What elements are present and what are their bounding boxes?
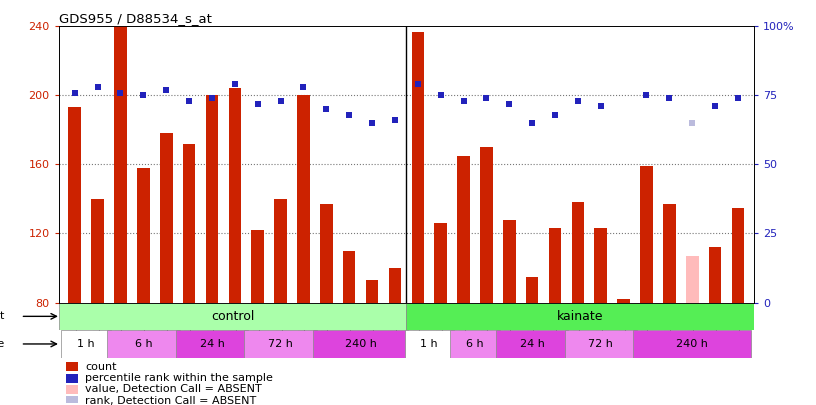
Text: kainate: kainate	[557, 310, 603, 323]
Text: control: control	[211, 310, 255, 323]
Bar	[175, 330, 248, 358]
Bar	[411, 32, 424, 303]
Bar	[245, 330, 317, 358]
Bar	[366, 280, 379, 303]
Text: 24 h: 24 h	[200, 339, 224, 349]
Bar	[633, 330, 752, 358]
Bar	[107, 330, 180, 358]
Bar	[137, 168, 149, 303]
Bar	[663, 204, 676, 303]
Bar	[114, 26, 126, 303]
Text: 72 h: 72 h	[268, 339, 293, 349]
Bar	[274, 199, 287, 303]
Bar	[503, 220, 516, 303]
Bar	[69, 107, 81, 303]
Text: 240 h: 240 h	[344, 339, 376, 349]
Bar	[450, 330, 499, 358]
Bar	[565, 330, 637, 358]
Bar	[571, 202, 584, 303]
Text: 6 h: 6 h	[466, 339, 484, 349]
Text: value, Detection Call = ABSENT: value, Detection Call = ABSENT	[85, 384, 262, 394]
Bar	[618, 299, 630, 303]
Bar	[66, 385, 78, 394]
Bar	[595, 228, 607, 303]
Bar	[320, 204, 333, 303]
Text: rank, Detection Call = ABSENT: rank, Detection Call = ABSENT	[85, 396, 256, 405]
Bar	[434, 223, 447, 303]
Text: agent: agent	[0, 311, 5, 321]
Bar	[228, 88, 242, 303]
Text: percentile rank within the sample: percentile rank within the sample	[85, 373, 273, 383]
Bar	[641, 166, 653, 303]
Bar	[66, 362, 78, 371]
Text: count: count	[85, 362, 117, 372]
Bar	[388, 268, 401, 303]
Text: 6 h: 6 h	[135, 339, 152, 349]
Bar	[526, 277, 539, 303]
Bar	[686, 256, 698, 303]
Text: GDS955 / D88534_s_at: GDS955 / D88534_s_at	[59, 12, 211, 25]
Bar	[313, 330, 408, 358]
Bar	[61, 330, 111, 358]
Bar	[59, 303, 406, 330]
Text: 24 h: 24 h	[520, 339, 544, 349]
Text: 1 h: 1 h	[420, 339, 438, 349]
Bar	[457, 156, 470, 303]
Bar	[709, 247, 721, 303]
Bar	[480, 147, 493, 303]
Bar	[343, 251, 356, 303]
Text: 72 h: 72 h	[588, 339, 613, 349]
Bar	[91, 199, 104, 303]
Bar	[66, 373, 78, 383]
Bar	[183, 144, 195, 303]
Bar	[251, 230, 264, 303]
Bar	[206, 95, 218, 303]
Bar	[297, 95, 310, 303]
Bar	[732, 208, 744, 303]
Bar	[160, 133, 172, 303]
Bar	[66, 396, 78, 405]
Bar	[496, 330, 568, 358]
Bar	[406, 303, 754, 330]
Text: time: time	[0, 339, 5, 349]
Text: 240 h: 240 h	[676, 339, 708, 349]
Bar	[405, 330, 454, 358]
Bar	[548, 228, 561, 303]
Text: 1 h: 1 h	[78, 339, 95, 349]
